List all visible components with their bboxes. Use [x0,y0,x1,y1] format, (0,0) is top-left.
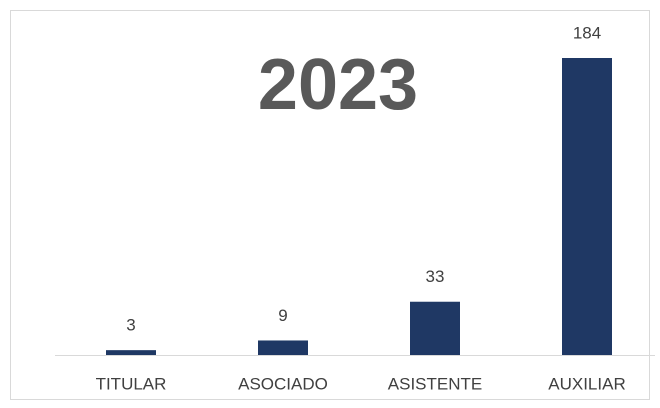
data-label: 3 [126,316,135,335]
x-tick-label: AUXILIAR [548,374,625,393]
x-tick-label: ASISTENTE [388,374,482,393]
x-tick-label: ASOCIADO [238,374,328,393]
data-label: 184 [573,23,601,42]
data-label: 33 [426,267,445,286]
chart-border [10,10,650,400]
bar [410,301,460,355]
data-label: 9 [278,306,287,325]
bar [106,350,156,355]
x-tick-label: TITULAR [96,374,167,393]
bar [258,340,308,355]
chart-title: 2023 [258,45,418,125]
bar [562,58,612,355]
